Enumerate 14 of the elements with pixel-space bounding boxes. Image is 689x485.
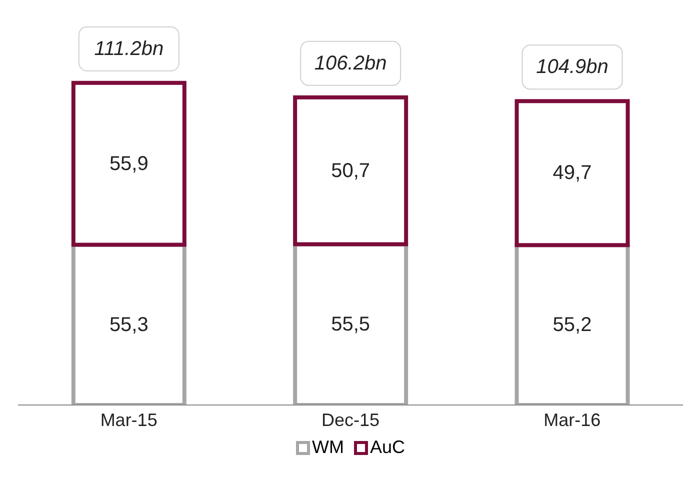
x-tick-label: Mar-15 [100, 410, 158, 430]
data-label: 55,3 [109, 314, 148, 336]
data-label: 55,9 [109, 152, 148, 175]
x-tick-label: Dec-15 [321, 410, 380, 430]
total-label: 111.2bn [94, 38, 164, 60]
data-label: 50,7 [331, 160, 370, 182]
data-label: 55,2 [552, 314, 592, 336]
data-label: 49,7 [552, 162, 592, 184]
legend-label: WM [311, 437, 344, 458]
legend-label: AuC [368, 437, 405, 458]
total-label: 106.2bn [314, 52, 387, 74]
x-tick-label: Mar-16 [544, 410, 601, 430]
total-label: 104.9bn [536, 56, 608, 78]
data-label: 55,5 [331, 314, 370, 336]
